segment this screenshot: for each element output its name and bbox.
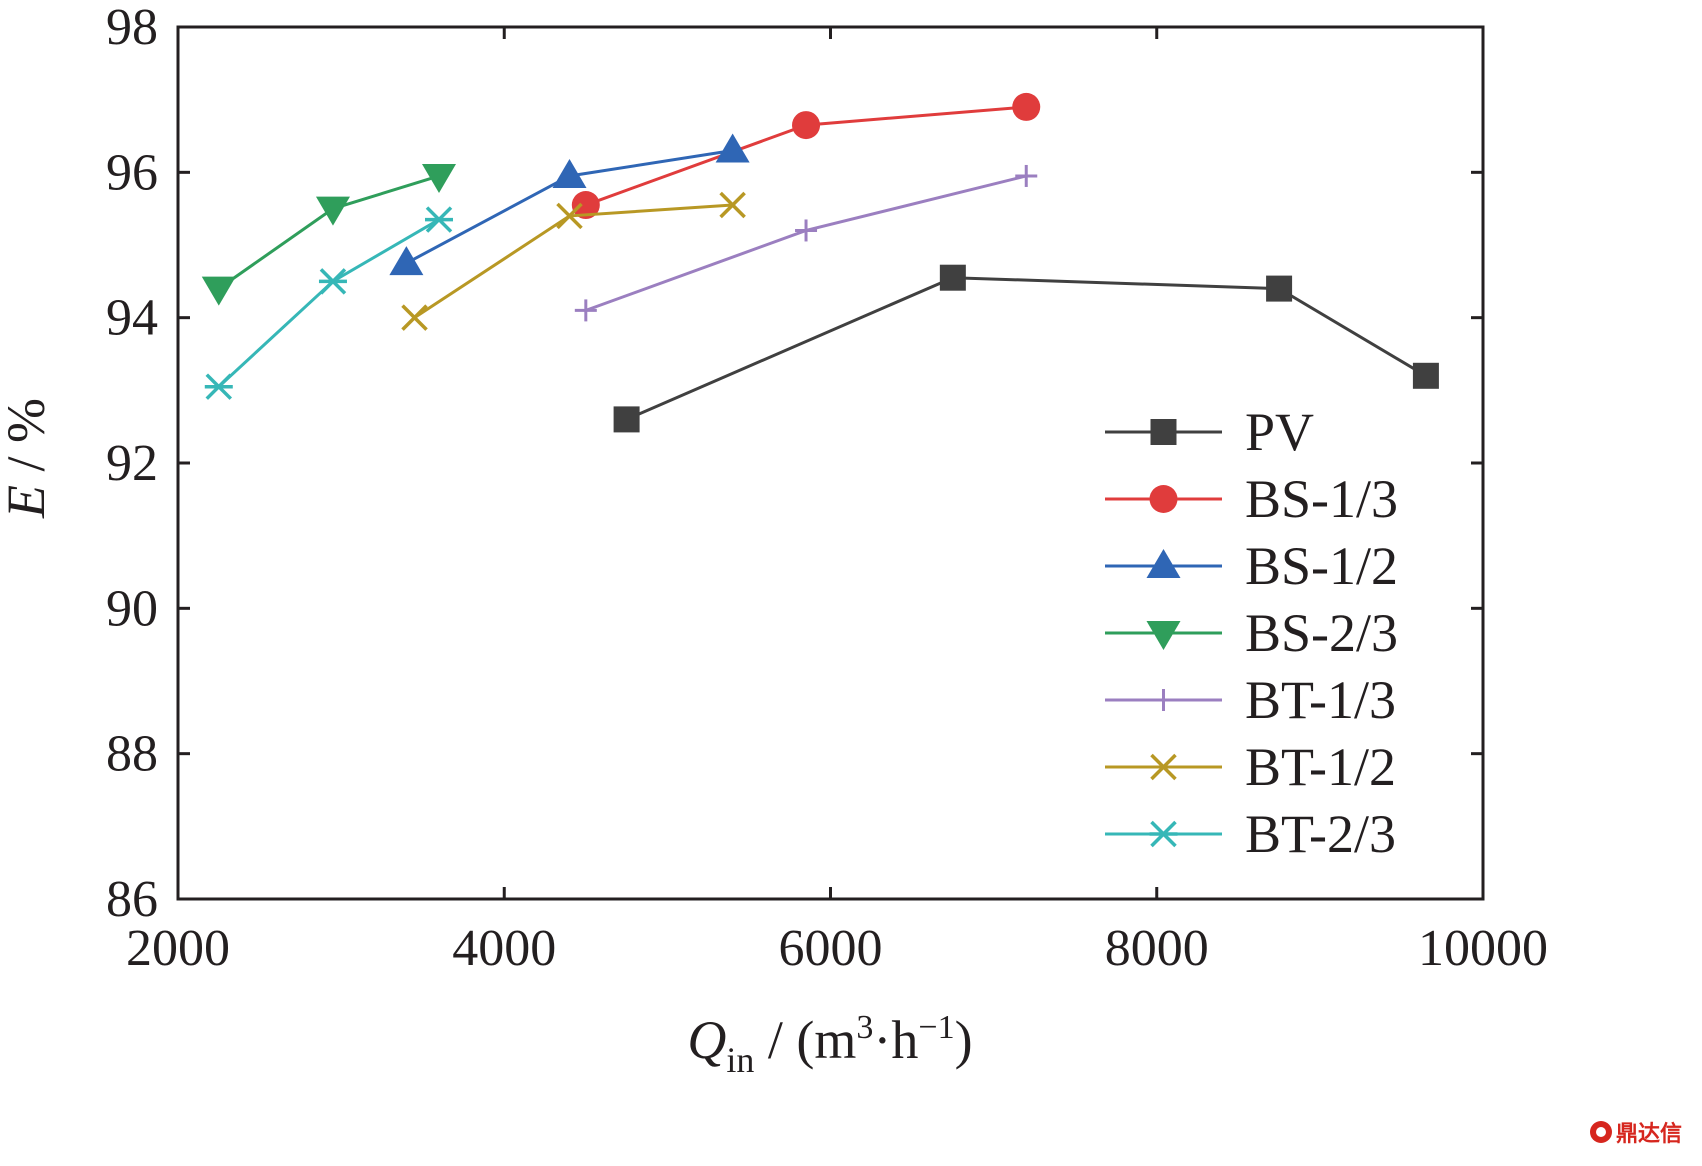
data-point-bt-1-2 [556,202,583,230]
data-point-bs-1-2 [389,246,424,276]
data-point-bs-2-3 [422,163,456,193]
legend-entry-bt-2-3: BT-2/3 [1105,804,1396,864]
data-point-pv [1412,362,1439,389]
data-point-bs-1-3 [571,191,600,220]
legend-label: BT-1/3 [1245,670,1396,730]
x-tick-label: 2000 [126,920,230,977]
watermark: 鼎达信 [1589,1116,1682,1148]
x-axis-unit-suffix: ) [955,1010,973,1070]
x-axis-symbol: Q [687,1010,726,1070]
y-axis-unit: / % [0,398,56,485]
data-point-bt-2-3 [425,206,453,233]
data-point-bs-2-3 [315,196,350,226]
legend-marker [1146,549,1181,578]
legend-entry-bs-1-2: BS-1/2 [1105,536,1398,596]
legend: PV BS-1/3 BS-1/2 BS-2/3 BT-1/3 BT-1/2 BT-2/3 [1105,402,1398,864]
data-point-bt-1-3 [1015,164,1038,187]
data-point-bs-1-3 [792,111,821,140]
data-point-pv [613,406,640,433]
data-point-pv [1266,275,1293,302]
legend-entry-bt-1-2: BT-1/2 [1105,737,1396,797]
y-axis-symbol: E [0,485,56,519]
data-point-bt-2-3 [318,268,347,295]
data-point-bt-1-3 [574,299,597,322]
series-pv [613,264,1439,433]
legend-entry-bs-2-3: BS-2/3 [1105,603,1398,663]
x-axis-unit-sup2: −1 [918,1009,954,1046]
data-point-pv [939,264,966,291]
legend-label: BS-1/2 [1245,536,1398,596]
y-tick-label: 90 [106,580,158,637]
data-point-bs-1-3 [1012,92,1041,121]
legend-marker [1150,419,1177,445]
series-bt-1-2 [401,191,746,331]
data-point-bt-1-3 [795,219,818,242]
x-b [1150,753,1177,781]
x-axis-unit-prefix: / (m [754,1010,856,1070]
x-b [401,304,428,331]
x-b [556,202,583,230]
x-axis-unit-mid: ·h [873,1010,918,1070]
y-tick-label: 92 [106,435,158,492]
watermark-logo-icon [1589,1121,1612,1143]
data-point-bt-2-3 [204,373,233,400]
y-tick-label: 96 [106,144,158,201]
legend-label: BS-2/3 [1245,603,1398,663]
data-point-bs-2-3 [201,276,236,306]
x-axis-subscript: in [726,1040,754,1080]
y-tick-label: 88 [106,726,158,783]
x-axis-unit-sup1: 3 [856,1009,873,1046]
y-tick-label: 86 [106,871,158,928]
legend-marker [1150,753,1177,781]
axis-ticks [176,25,1485,901]
x-tick-label: 6000 [779,920,883,977]
legend-label: BT-2/3 [1245,804,1396,864]
legend-marker [1149,820,1178,848]
data-point-bt-1-2 [719,191,746,219]
series-bs-2-3 [201,163,456,306]
x-tick-label: 4000 [452,920,556,977]
x-tick-label: 8000 [1105,920,1209,977]
legend-entry-pv: PV [1105,402,1314,462]
data-point-bs-1-2 [715,133,750,163]
series-layer [201,92,1439,433]
legend-label: BS-1/3 [1245,469,1398,529]
legend-label: PV [1245,402,1314,462]
series-bt-2-3 [204,206,453,400]
tick-labels: 2000 4000 6000 8000 10000 86 88 90 92 94 96 98 [106,0,1548,977]
legend-entry-bs-1-3: BS-1/3 [1105,469,1398,529]
legend-entry-bt-1-3: BT-1/3 [1105,670,1396,730]
series-bs-1-3 [571,92,1041,220]
legend-label: BT-1/2 [1245,737,1396,797]
x-axis-title: Qin / (m3·h−1) [687,1009,972,1080]
watermark-text: 鼎达信 [1615,1122,1682,1147]
series-bt-1-3 [574,164,1038,322]
series-line-pv [625,276,1427,421]
legend-marker [1149,485,1178,513]
y-tick-label: 98 [106,0,158,56]
series-line-bt-2-3 [217,218,440,388]
series-bs-1-2 [389,133,750,276]
x-tick-label: 10000 [1418,920,1548,977]
y-axis-title: E / % [0,398,56,519]
x-b [719,191,746,219]
legend-marker [1152,689,1175,711]
data-point-bt-1-2 [401,304,428,331]
data-point-bs-1-2 [552,158,587,188]
legend-marker [1146,621,1181,650]
y-tick-label: 94 [106,290,158,347]
